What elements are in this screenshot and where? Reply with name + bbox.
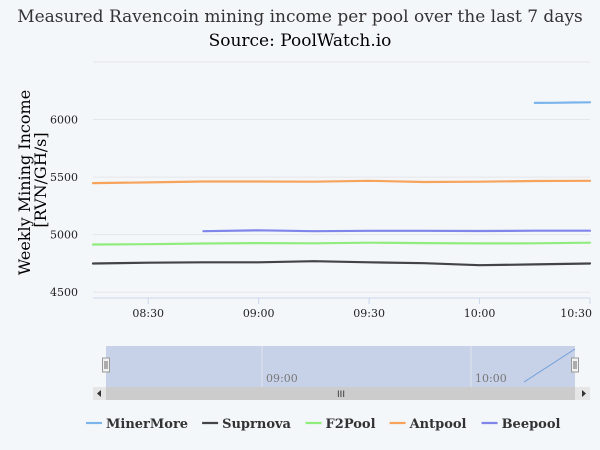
x-tick-label: 09:00 (243, 307, 275, 320)
scrollbar-left-button[interactable] (93, 387, 106, 400)
scrollbar-right-button[interactable] (577, 387, 590, 400)
legend-label: F2Pool (326, 417, 376, 432)
series-line-antpool[interactable] (91, 179, 592, 185)
y-axis-ticks: 4500 5000 5500 6000 (50, 114, 78, 300)
legend-label: Antpool (409, 417, 467, 432)
navigator-series-line (523, 348, 576, 383)
series-line-minermore[interactable] (533, 101, 592, 105)
chart-title: Measured Ravencoin mining income per poo… (17, 7, 583, 27)
legend-label: MinerMore (106, 417, 188, 432)
y-tick-label: 5000 (50, 229, 78, 242)
navigator-left-handle[interactable] (102, 357, 110, 373)
legend-item-beepool[interactable]: Beepool (481, 417, 561, 432)
legend-item-minermore[interactable]: MinerMore (86, 417, 188, 432)
y-axis-label-line2: [RVN/GH/s] (31, 132, 50, 227)
legend-label: Beepool (502, 417, 561, 432)
navigator-right-handle[interactable] (571, 357, 579, 373)
y-tick-label: 5500 (50, 171, 78, 184)
scrollbar-grip: III (337, 390, 345, 400)
chart-subtitle: Source: PoolWatch.io (209, 31, 392, 51)
legend-label: Suprnova (222, 417, 291, 432)
x-axis-ticks: 08:30 09:00 09:30 10:00 10:30 (132, 298, 592, 320)
plot-series (91, 101, 592, 267)
x-tick-label: 08:30 (132, 307, 164, 320)
arrow-right-icon (582, 390, 586, 397)
legend: MinerMore Suprnova F2Pool Antpool Beepool (86, 417, 561, 432)
legend-item-suprnova[interactable]: Suprnova (202, 417, 292, 432)
legend-item-antpool[interactable]: Antpool (389, 417, 467, 432)
y-axis-label-line1: Weekly Mining Income (15, 90, 34, 275)
y-tick-label: 6000 (50, 114, 78, 127)
series-line-beepool[interactable] (202, 229, 592, 233)
series-line-f2pool[interactable] (91, 241, 592, 246)
x-tick-label: 10:00 (464, 307, 496, 320)
arrow-left-icon (97, 390, 101, 397)
grid-lines (93, 61, 590, 299)
navigator-scrollbar[interactable]: III (93, 387, 590, 400)
navigator-tick-label: 10:00 (475, 372, 507, 385)
navigator-selected-range[interactable] (106, 346, 575, 387)
series-line-suprnova[interactable] (91, 260, 592, 267)
navigator[interactable]: 09:00 10:00 (93, 346, 590, 387)
y-tick-label: 4500 (50, 286, 78, 299)
scrollbar-thumb[interactable] (106, 387, 575, 400)
navigator-tick-label: 09:00 (266, 372, 298, 385)
y-axis-label: Weekly Mining Income [RVN/GH/s] (15, 85, 50, 276)
x-tick-label: 10:30 (560, 307, 592, 320)
legend-item-f2pool[interactable]: F2Pool (305, 417, 376, 432)
x-tick-label: 09:30 (353, 307, 385, 320)
